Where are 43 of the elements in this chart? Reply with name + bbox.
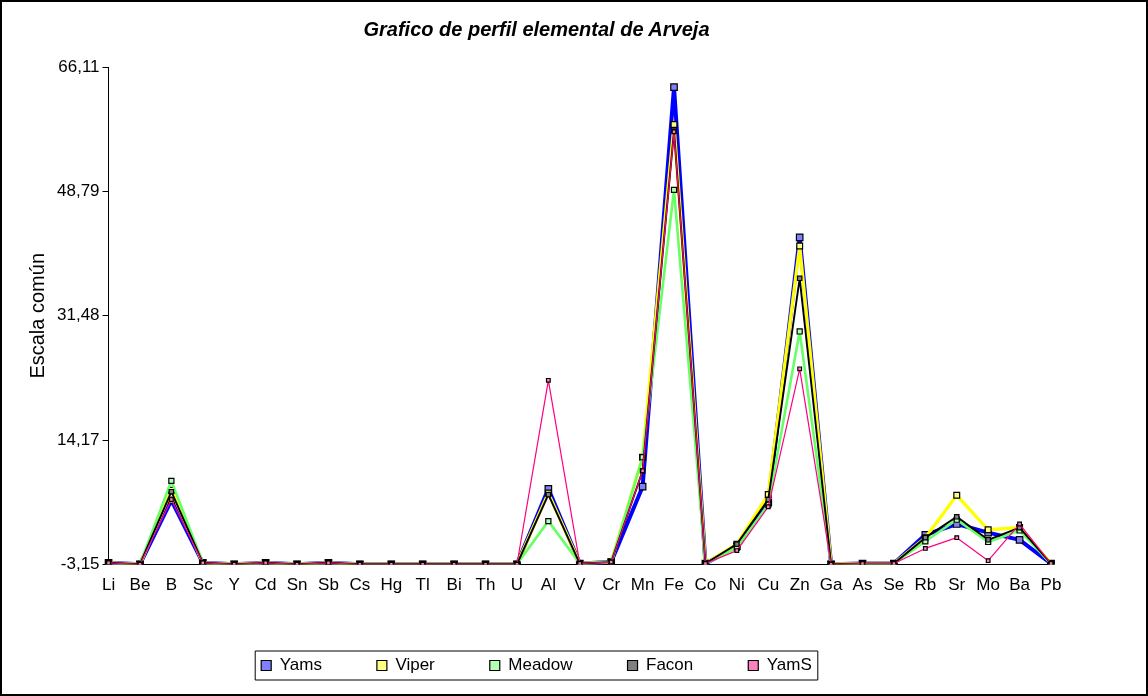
x-tick-label: Li: [101, 575, 116, 595]
x-tick-label: Pb: [1040, 575, 1062, 595]
y-tick-label: 48,79: [56, 181, 100, 201]
x-tick-label: Cu: [757, 575, 780, 595]
y-tick-label: -3,15: [60, 554, 100, 574]
legend-label: Yams: [279, 655, 322, 675]
x-tick-label: As: [852, 575, 873, 595]
y-tick-label: 31,48: [56, 305, 100, 325]
x-tick-label: U: [510, 575, 524, 595]
x-tick-label: Be: [129, 575, 151, 595]
x-tick-label: Rb: [914, 575, 937, 595]
x-tick-label: Cd: [254, 575, 277, 595]
x-tick-label: Th: [475, 575, 496, 595]
x-tick-label: Y: [228, 575, 240, 595]
y-tick-label: 14,17: [56, 429, 100, 449]
x-tick-label: Bi: [446, 575, 462, 595]
x-tick-label: Al: [540, 575, 556, 595]
x-tick-label: Mo: [976, 575, 1000, 595]
y-tick-label: 66,11: [58, 56, 100, 76]
x-tick-label: Cr: [602, 575, 621, 595]
x-tick-label: Ba: [1009, 575, 1031, 595]
x-tick-label: Mn: [630, 575, 655, 595]
x-tick-label: Tl: [415, 575, 430, 595]
chart-title: Grafico de perfil elemental de Arveja: [363, 17, 710, 40]
legend-label: Viper: [395, 655, 436, 675]
x-tick-label: Cs: [349, 575, 371, 595]
x-tick-label: Se: [883, 575, 905, 595]
x-tick-label: Zn: [789, 575, 810, 595]
legend-label: YamS: [766, 655, 812, 675]
x-tick-label: Sr: [948, 575, 966, 595]
legend-label: Facon: [646, 655, 694, 675]
legend-label: Meadow: [508, 655, 574, 675]
x-tick-label: Ni: [728, 575, 745, 595]
x-tick-label: V: [574, 575, 587, 595]
x-tick-label: Ga: [819, 575, 843, 595]
x-tick-label: Sb: [318, 575, 339, 595]
x-tick-label: Sc: [192, 575, 214, 595]
x-tick-label: Hg: [380, 575, 403, 595]
y-axis-title: Escala común: [25, 252, 48, 379]
x-tick-label: Sn: [286, 575, 308, 595]
x-tick-label: Fe: [664, 575, 684, 595]
x-tick-label: Co: [694, 575, 717, 595]
x-tick-label: B: [165, 575, 178, 595]
